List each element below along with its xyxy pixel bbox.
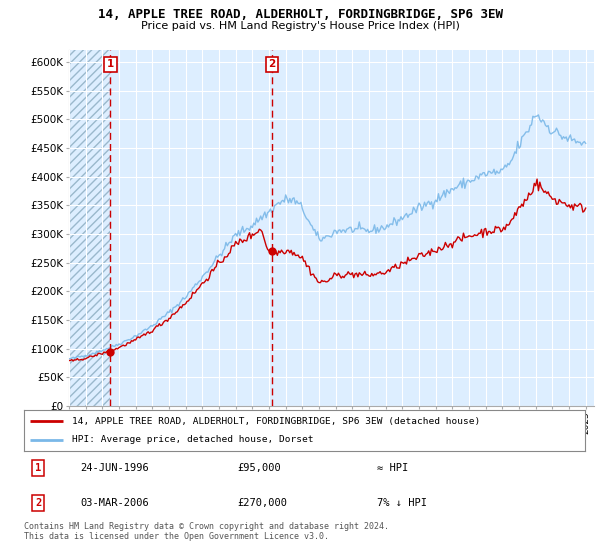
Text: 14, APPLE TREE ROAD, ALDERHOLT, FORDINGBRIDGE, SP6 3EW (detached house): 14, APPLE TREE ROAD, ALDERHOLT, FORDINGB… (71, 417, 480, 426)
Text: Price paid vs. HM Land Registry's House Price Index (HPI): Price paid vs. HM Land Registry's House … (140, 21, 460, 31)
Text: Contains HM Land Registry data © Crown copyright and database right 2024.
This d: Contains HM Land Registry data © Crown c… (24, 522, 389, 542)
Text: 03-MAR-2006: 03-MAR-2006 (80, 498, 149, 508)
Text: 24-JUN-1996: 24-JUN-1996 (80, 463, 149, 473)
Text: HPI: Average price, detached house, Dorset: HPI: Average price, detached house, Dors… (71, 436, 313, 445)
Text: £95,000: £95,000 (237, 463, 281, 473)
Text: £270,000: £270,000 (237, 498, 287, 508)
Text: 1: 1 (35, 463, 41, 473)
Text: 14, APPLE TREE ROAD, ALDERHOLT, FORDINGBRIDGE, SP6 3EW: 14, APPLE TREE ROAD, ALDERHOLT, FORDINGB… (97, 8, 503, 21)
Text: 2: 2 (268, 59, 275, 69)
Text: 1: 1 (107, 59, 114, 69)
Text: 7% ↓ HPI: 7% ↓ HPI (377, 498, 427, 508)
Text: 2: 2 (35, 498, 41, 508)
Text: ≈ HPI: ≈ HPI (377, 463, 409, 473)
